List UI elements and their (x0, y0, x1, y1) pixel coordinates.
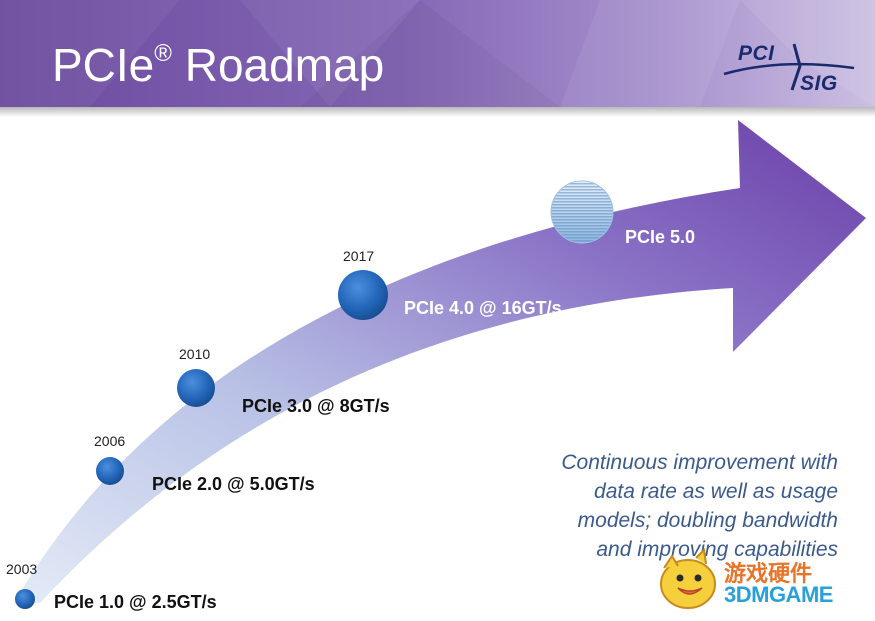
note-line: models; doubling bandwidth (577, 509, 838, 532)
watermark-en: 3DMGAME (724, 582, 833, 607)
roadmap-arrow (14, 120, 866, 603)
milestone-label: PCIe 4.0 @ 16GT/s (404, 298, 562, 318)
watermark-cn: 游戏硬件 (724, 562, 813, 587)
milestone-node-2017 (338, 270, 388, 320)
milestone-label: PCIe 2.0 @ 5.0GT/s (152, 474, 315, 494)
milestone-node-2006 (96, 457, 124, 485)
header-facets (0, 0, 875, 107)
milestone-label: PCIe 1.0 @ 2.5GT/s (54, 592, 217, 612)
milestone-label: PCIe 5.0 (625, 227, 696, 247)
milestone-year: 2017 (343, 248, 375, 264)
milestone-node-future-stripes (550, 180, 614, 244)
header-shadow (0, 107, 875, 117)
page-title: PCIe® Roadmap (52, 39, 385, 91)
milestone-year: 2006 (94, 433, 126, 449)
note-line: Continuous improvement with (561, 451, 838, 474)
milestone-node-2003 (15, 589, 35, 609)
milestone-year: 2003 (6, 561, 38, 577)
logo-swoosh-icon (723, 43, 855, 91)
milestone-year: 2010 (179, 346, 211, 362)
logo-text-pci: PCI (738, 42, 775, 65)
pci-sig-logo: PCI SIG (720, 36, 860, 98)
mascot-chick-icon (660, 547, 716, 609)
milestone-label: PCIe 3.0 @ 8GT/s (242, 396, 390, 416)
note-line: data rate as well as usage (594, 480, 838, 503)
header-bar: PCIe® Roadmap PCI SIG (0, 0, 875, 107)
note-line: and improving capabilities (596, 538, 838, 561)
roadmap-note: Continuous improvement with data rate as… (500, 448, 838, 564)
watermark: 游戏硬件 3DMGAME (652, 546, 862, 616)
logo-text-sig: SIG (800, 72, 838, 95)
milestone-node-2010 (177, 369, 215, 407)
